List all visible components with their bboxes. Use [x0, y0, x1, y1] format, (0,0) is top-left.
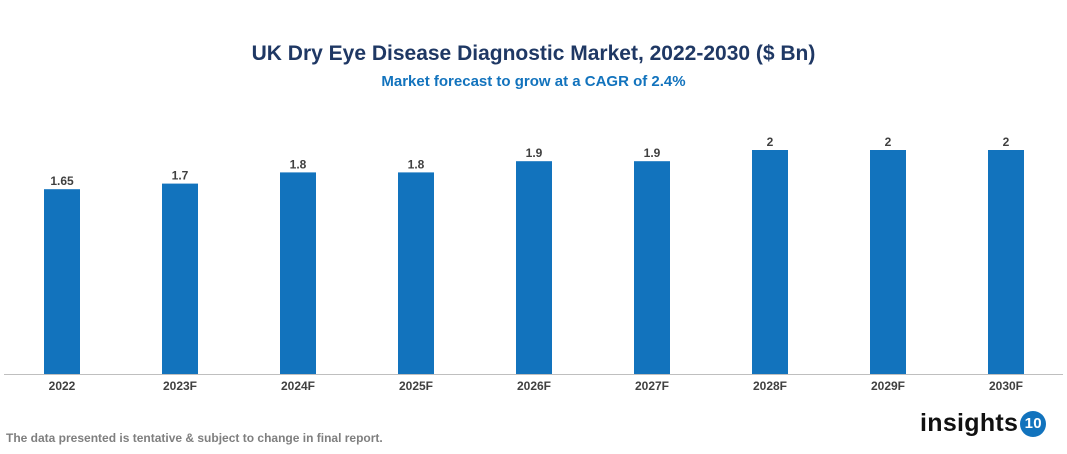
x-tick-label-2022: 2022	[49, 379, 76, 393]
data-label-2024F: 1.8	[290, 157, 307, 171]
logo-badge: 10	[1020, 410, 1047, 437]
x-tick-label-2025F: 2025F	[399, 379, 433, 393]
data-label-2030F: 2	[1003, 135, 1010, 149]
x-tick-label-2030F: 2030F	[989, 379, 1023, 393]
chart-subtitle: Market forecast to grow at a CAGR of 2.4…	[381, 73, 686, 90]
x-tick-label-2023F: 2023F	[163, 379, 197, 393]
x-tick-label-2026F: 2026F	[517, 379, 551, 393]
data-label-2026F: 1.9	[526, 146, 543, 160]
bar-2028F	[752, 150, 788, 374]
logo-text: insights	[920, 409, 1019, 437]
bar-2030F	[988, 150, 1024, 374]
bar-2026F	[516, 161, 552, 374]
data-label-2028F: 2	[767, 135, 774, 149]
bar-2022	[44, 189, 80, 374]
insights10-logo: insights 10	[920, 409, 1047, 438]
data-label-2023F: 1.7	[172, 169, 189, 183]
bar-2029F	[870, 150, 906, 374]
data-label-2029F: 2	[885, 135, 892, 149]
data-label-2027F: 1.9	[644, 146, 661, 160]
bar-2025F	[398, 172, 434, 374]
data-label-2025F: 1.8	[408, 157, 425, 171]
x-tick-label-2028F: 2028F	[753, 379, 787, 393]
x-tick-label-2029F: 2029F	[871, 379, 905, 393]
chart-title: UK Dry Eye Disease Diagnostic Market, 20…	[251, 42, 816, 65]
bar-2023F	[162, 183, 198, 374]
bar-2024F	[280, 172, 316, 374]
data-label-2022: 1.65	[50, 174, 74, 188]
x-tick-label-2027F: 2027F	[635, 379, 669, 393]
x-tick-label-2024F: 2024F	[281, 379, 315, 393]
bar-2027F	[634, 161, 670, 374]
disclaimer-note: The data presented is tentative & subjec…	[6, 431, 383, 445]
